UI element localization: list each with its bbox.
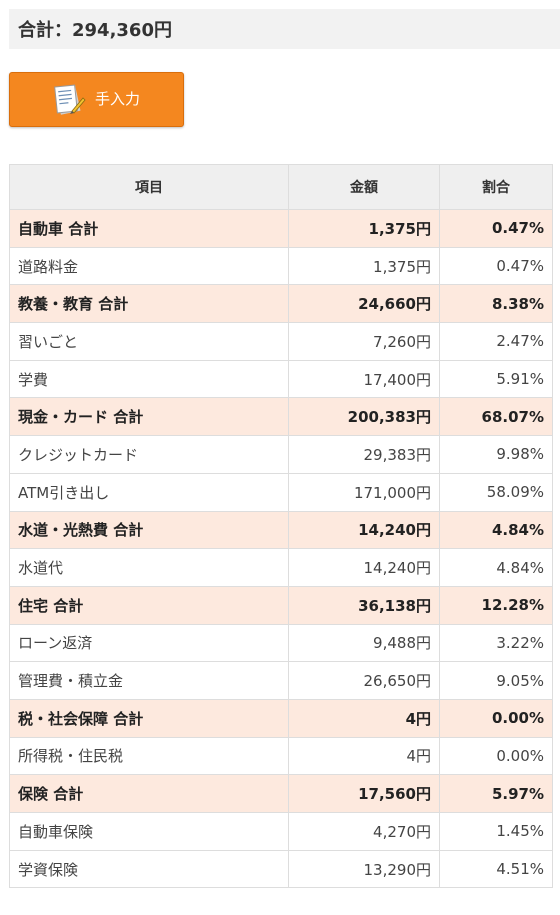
table-row: ローン返済 9,488円 3.22% [9,623,553,663]
cell-ratio: 0.47% [439,246,553,286]
notepad-pencil-icon [50,81,86,119]
total-amount-bar: 合計：294,360円 [9,9,560,49]
table-row: 水道代 14,240円 4.84% [9,548,553,587]
cell-item: 住宅 合計 [9,585,289,625]
cell-item: 習いごと [9,322,289,361]
cell-amount: 17,400円 [288,359,440,399]
cell-ratio: 5.91% [439,359,553,399]
cell-ratio: 12.28% [439,585,553,625]
table-row: 自動車保険 4,270円 1.45% [9,812,553,851]
cell-amount: 14,240円 [288,548,440,587]
cell-ratio: 0.00% [439,736,553,776]
cell-amount: 200,383円 [288,397,440,437]
cell-ratio: 0.47% [439,209,553,248]
cell-item: 税・社会保障 合計 [9,698,289,738]
cell-ratio: 9.98% [439,435,553,474]
manual-input-button[interactable]: 手入力 [9,72,184,127]
cell-amount: 4,270円 [288,812,440,851]
table-row: 所得税・住民税 4円 0.00% [9,736,553,776]
table-row: 管理費・積立金 26,650円 9.05% [9,661,553,700]
cell-amount: 26,650円 [288,661,440,700]
category-subtotal-row: 住宅 合計 36,138円 12.28% [9,585,553,625]
column-header-ratio: 割合 [439,164,553,210]
cell-ratio: 5.97% [439,774,553,813]
table-row: ATM引き出し 171,000円 58.09% [9,472,553,512]
category-subtotal-row: 保険 合計 17,560円 5.97% [9,774,553,813]
cell-item: 道路料金 [9,246,289,286]
cell-amount: 29,383円 [288,435,440,474]
cell-ratio: 9.05% [439,661,553,700]
cell-item: ローン返済 [9,623,289,663]
cell-amount: 4円 [288,698,440,738]
cell-amount: 13,290円 [288,849,440,889]
cell-amount: 1,375円 [288,209,440,248]
category-subtotal-row: 教養・教育 合計 24,660円 8.38% [9,284,553,324]
cell-item: ATM引き出し [9,472,289,512]
cell-ratio: 68.07% [439,397,553,437]
cell-amount: 24,660円 [288,284,440,324]
cell-item: 所得税・住民税 [9,736,289,776]
cell-item: 教養・教育 合計 [9,284,289,324]
category-subtotal-row: 税・社会保障 合計 4円 0.00% [9,698,553,738]
cell-amount: 4円 [288,736,440,776]
cell-amount: 171,000円 [288,472,440,512]
cell-ratio: 4.84% [439,548,553,587]
cell-item: 管理費・積立金 [9,661,289,700]
table-row: 学資保険 13,290円 4.51% [9,849,553,889]
cell-item: 学費 [9,359,289,399]
cell-item: 水道代 [9,548,289,587]
category-subtotal-row: 水道・光熱費 合計 14,240円 4.84% [9,510,553,550]
cell-item: クレジットカード [9,435,289,474]
cell-ratio: 58.09% [439,472,553,512]
column-header-amount: 金額 [288,164,440,210]
cell-ratio: 3.22% [439,623,553,663]
cell-ratio: 1.45% [439,812,553,851]
cell-ratio: 4.84% [439,510,553,550]
cell-amount: 17,560円 [288,774,440,813]
cell-amount: 9,488円 [288,623,440,663]
cell-amount: 36,138円 [288,585,440,625]
total-amount-text: 合計：294,360円 [18,20,172,41]
cell-amount: 1,375円 [288,246,440,286]
cell-item: 水道・光熱費 合計 [9,510,289,550]
table-row: 習いごと 7,260円 2.47% [9,322,553,361]
category-subtotal-row: 現金・カード 合計 200,383円 68.07% [9,397,553,437]
table-header-row: 項目 金額 割合 [9,164,553,210]
table-row: 道路料金 1,375円 0.47% [9,246,553,286]
manual-input-label: 手入力 [95,90,141,108]
category-subtotal-row: 自動車 合計 1,375円 0.47% [9,209,553,248]
cell-amount: 14,240円 [288,510,440,550]
cell-ratio: 4.51% [439,849,553,889]
cell-item: 自動車保険 [9,812,289,851]
cell-item: 自動車 合計 [9,209,289,248]
cell-amount: 7,260円 [288,322,440,361]
cell-ratio: 0.00% [439,698,553,738]
column-header-item: 項目 [9,164,289,210]
cell-ratio: 2.47% [439,322,553,361]
table-row: クレジットカード 29,383円 9.98% [9,435,553,474]
cell-item: 学資保険 [9,849,289,889]
cell-item: 保険 合計 [9,774,289,813]
cell-ratio: 8.38% [439,284,553,324]
expense-breakdown-table: 項目 金額 割合 自動車 合計 1,375円 0.47% 道路料金 1,375円 0.47… [9,164,553,889]
table-row: 学費 17,400円 5.91% [9,359,553,399]
cell-item: 現金・カード 合計 [9,397,289,437]
